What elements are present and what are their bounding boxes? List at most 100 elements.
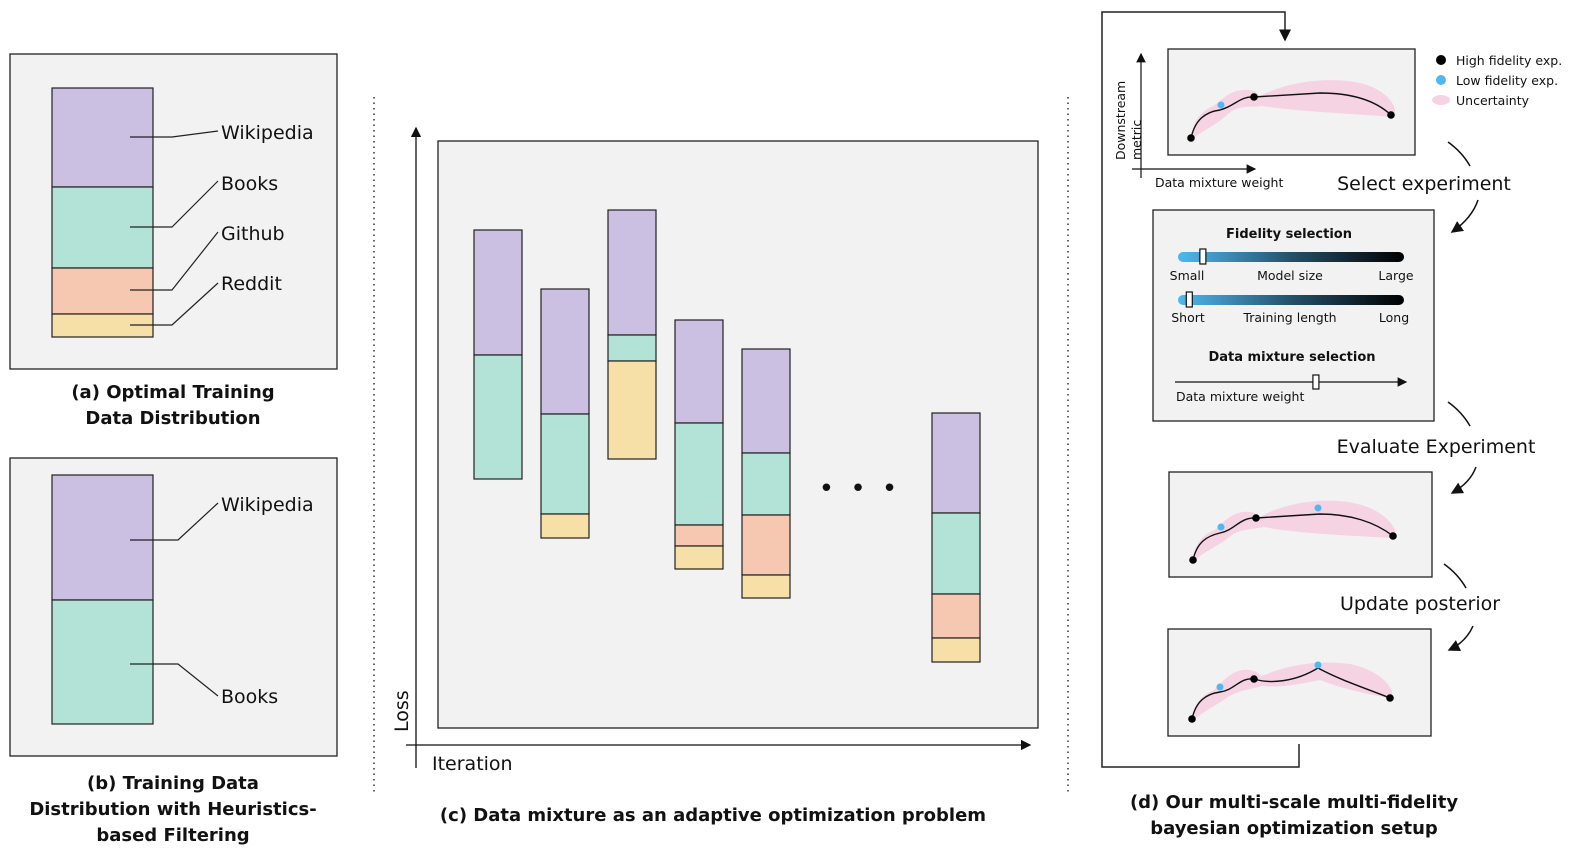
optimal-distribution-bar xyxy=(51,87,154,338)
legend-low-fidelity: Low fidelity exp. xyxy=(1456,73,1558,88)
training-length-label: Training length xyxy=(1242,310,1336,325)
high-fidelity-point xyxy=(1252,514,1260,522)
segment-reddit xyxy=(607,360,657,460)
x-axis-label: Iteration xyxy=(432,753,513,775)
training-length-min: Short xyxy=(1171,310,1205,325)
segment-wikipedia xyxy=(540,288,590,415)
mixture-bar xyxy=(607,209,657,460)
mixture-bar xyxy=(473,229,523,480)
selection-box: Fidelity selection Small Model size Larg… xyxy=(1152,209,1435,422)
label-books: Books xyxy=(221,686,278,708)
high-fidelity-point xyxy=(1188,715,1196,723)
legend-uncertainty: Uncertainty xyxy=(1456,93,1530,108)
caption-d-line1: (d) Our multi-scale multi-fidelity xyxy=(1130,792,1458,813)
caption-c: (c) Data mixture as an adaptive optimiza… xyxy=(440,805,986,826)
caption-b-line1: (b) Training Data xyxy=(87,773,259,794)
loop-arrow xyxy=(1101,11,1300,768)
caption-b-line3: based Filtering xyxy=(96,825,249,846)
posterior-plot-2 xyxy=(1168,471,1433,578)
segment-books xyxy=(741,452,791,516)
low-fidelity-point xyxy=(1217,523,1225,531)
segment-wikipedia xyxy=(931,412,981,514)
legend-high-fidelity: High fidelity exp. xyxy=(1456,53,1562,68)
legend: High fidelity exp. Low fidelity exp. Unc… xyxy=(1432,53,1562,108)
segment-reddit xyxy=(540,513,590,539)
high-fidelity-point xyxy=(1387,111,1395,119)
ellipsis: • • • xyxy=(819,474,902,504)
panel-c: • • • Loss Iteration (c) Data mixture as… xyxy=(391,126,1039,826)
high-fidelity-point xyxy=(1389,532,1397,540)
step-arrows xyxy=(1443,141,1479,651)
y-axis-label-line2: metric xyxy=(1129,120,1144,160)
segment-books xyxy=(473,354,523,480)
panel-a: Wikipedia Books Github Reddit (a) Optima… xyxy=(9,53,338,429)
segment-reddit xyxy=(931,637,981,663)
segment-wikipedia xyxy=(607,209,657,336)
training-length-slider[interactable] xyxy=(1178,295,1404,305)
panel-b: Wikipedia Books (b) Training Data Distri… xyxy=(9,457,338,846)
low-fidelity-point xyxy=(1217,101,1225,109)
caption-d-line2: bayesian optimization setup xyxy=(1150,818,1438,839)
segment-reddit xyxy=(741,574,791,599)
label-reddit: Reddit xyxy=(221,273,282,295)
x-axis-label: Data mixture weight xyxy=(1155,175,1283,190)
high-fidelity-point xyxy=(1187,134,1195,142)
segment-wikipedia xyxy=(473,229,523,356)
segment-reddit xyxy=(674,545,724,570)
mixture-label: Data mixture weight xyxy=(1176,389,1304,404)
y-axis-label: Loss xyxy=(391,690,413,732)
training-length-thumb[interactable] xyxy=(1185,291,1193,308)
segment-wikipedia xyxy=(51,474,154,601)
segment-books xyxy=(607,334,657,362)
label-books: Books xyxy=(221,173,278,195)
model-size-slider[interactable] xyxy=(1178,252,1404,262)
caption-a-line2: Data Distribution xyxy=(85,408,260,429)
high-fidelity-point xyxy=(1189,556,1197,564)
label-wikipedia: Wikipedia xyxy=(221,122,314,144)
segment-github xyxy=(51,267,154,315)
mixture-bars xyxy=(473,209,981,663)
high-fidelity-point xyxy=(1386,694,1394,702)
low-fidelity-marker xyxy=(1436,75,1446,85)
high-fidelity-marker xyxy=(1436,55,1446,65)
panel-d: Downstream metric Data mixture weight Hi… xyxy=(1101,11,1562,839)
low-fidelity-point xyxy=(1216,683,1224,691)
model-size-label: Model size xyxy=(1257,268,1323,283)
uncertainty-marker xyxy=(1432,95,1450,105)
uncertainty-band xyxy=(1192,662,1392,721)
high-fidelity-point xyxy=(1250,675,1258,683)
y-axis-label-line1: Downstream xyxy=(1113,81,1128,160)
segment-books xyxy=(51,599,154,725)
step-select-experiment: Select experiment xyxy=(1337,173,1511,195)
segment-books xyxy=(931,512,981,595)
posterior-mean-curve xyxy=(1192,513,1394,561)
mixture-bar xyxy=(741,348,791,599)
step-update-posterior: Update posterior xyxy=(1340,593,1500,615)
mixture-bar xyxy=(931,412,981,663)
segment-wikipedia xyxy=(674,319,724,424)
mixture-title: Data mixture selection xyxy=(1208,350,1375,365)
high-fidelity-point xyxy=(1250,93,1258,101)
posterior-plot-1 xyxy=(1167,48,1416,156)
caption-b-line2: Distribution with Heuristics- xyxy=(29,799,316,820)
model-size-thumb[interactable] xyxy=(1199,248,1207,265)
segment-github xyxy=(741,514,791,576)
filtered-distribution-bar xyxy=(51,474,154,725)
model-size-min: Small xyxy=(1170,268,1205,283)
step-evaluate-experiment: Evaluate Experiment xyxy=(1337,436,1536,458)
segment-books xyxy=(674,422,724,526)
label-github: Github xyxy=(221,223,285,245)
posterior-mean-curve xyxy=(1190,92,1392,139)
mixture-thumb[interactable] xyxy=(1312,374,1320,390)
fidelity-title: Fidelity selection xyxy=(1226,227,1352,242)
mixture-bar xyxy=(674,319,724,570)
posterior-plots xyxy=(1167,48,1433,737)
model-size-max: Large xyxy=(1378,268,1413,283)
label-wikipedia: Wikipedia xyxy=(221,494,314,516)
segment-github xyxy=(674,524,724,547)
posterior-plot-3 xyxy=(1167,628,1432,737)
segment-wikipedia xyxy=(741,348,791,454)
segment-books xyxy=(540,413,590,515)
segment-github xyxy=(931,593,981,639)
